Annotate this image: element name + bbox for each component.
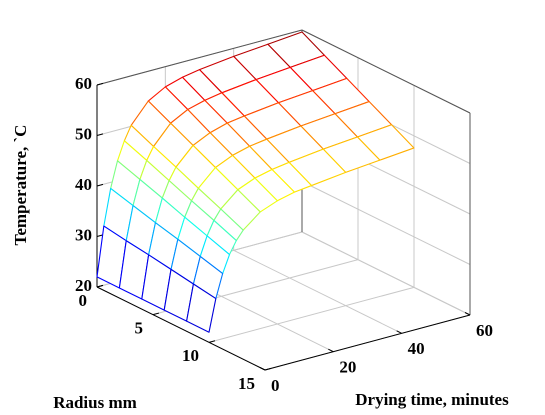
box-edge	[96, 29, 303, 86]
grid-line	[208, 286, 415, 343]
grid-line	[301, 231, 471, 316]
z-tick	[96, 183, 104, 187]
y-tick	[152, 312, 160, 316]
x-tick	[328, 348, 334, 353]
x-tick	[464, 312, 471, 316]
y-tick-label: 10	[182, 346, 199, 365]
grid-line	[301, 181, 471, 265]
z-axis-title: Temperature, `C	[11, 125, 30, 246]
x-tick	[259, 367, 266, 371]
z-tick-label: 30	[75, 225, 92, 244]
x-tick-label: 0	[271, 376, 280, 395]
x-tick-label: 40	[408, 339, 425, 358]
z-tick	[96, 133, 104, 136]
y-axis-title: Radius mm	[53, 393, 137, 412]
y-tick-label: 0	[79, 291, 88, 310]
surface-cell	[186, 283, 217, 333]
y-axis	[96, 286, 266, 371]
z-tick-label: 40	[75, 175, 92, 194]
y-tick	[208, 340, 216, 343]
z-tick-label: 20	[75, 276, 92, 295]
x-tick-label: 60	[476, 321, 493, 340]
x-axis	[264, 314, 471, 371]
grid-line	[233, 249, 402, 334]
y-tick-label: 15	[238, 374, 255, 393]
z-tick	[96, 82, 104, 86]
z-tick-label: 50	[75, 124, 92, 143]
x-tick-label: 20	[339, 358, 356, 377]
box-edge	[301, 29, 471, 114]
y-tick	[264, 367, 272, 371]
x-tick	[396, 330, 402, 334]
y-tick-label: 5	[135, 319, 144, 338]
x-axis-title: Drying time, minutes	[355, 390, 509, 409]
z-tick-label: 60	[75, 74, 92, 93]
z-tick	[96, 234, 104, 237]
y-tick	[96, 284, 104, 288]
